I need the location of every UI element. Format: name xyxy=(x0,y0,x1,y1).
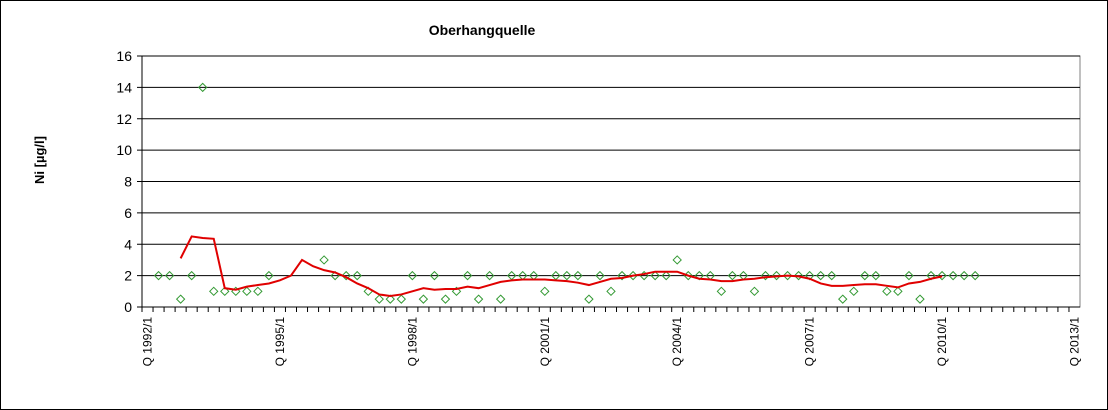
data-point xyxy=(882,286,892,297)
data-point xyxy=(815,270,826,281)
data-point xyxy=(562,270,572,281)
data-point xyxy=(264,270,274,281)
data-point xyxy=(617,270,627,281)
data-point xyxy=(484,270,495,281)
x-tick-label: Q 2004/1 xyxy=(670,317,684,367)
y-tick-label: 2 xyxy=(124,268,132,284)
data-point xyxy=(209,286,219,297)
data-point xyxy=(595,270,605,281)
data-point xyxy=(220,286,230,297)
data-point xyxy=(495,294,506,304)
x-tick-label: Q 2013/1 xyxy=(1067,317,1081,367)
trend-line xyxy=(179,235,943,298)
data-point xyxy=(782,270,793,281)
data-point xyxy=(650,270,660,281)
data-point xyxy=(672,255,682,265)
data-point xyxy=(948,270,958,281)
data-point xyxy=(893,286,903,297)
y-tick-label: 12 xyxy=(116,111,132,127)
data-point xyxy=(871,270,881,281)
chart-title: Oberhangquelle xyxy=(429,22,536,38)
data-point xyxy=(242,286,252,297)
data-point xyxy=(186,270,197,281)
data-point xyxy=(429,270,440,281)
data-point xyxy=(473,294,484,304)
data-point xyxy=(319,255,329,265)
x-tick-label: Q 1998/1 xyxy=(405,317,419,367)
data-point xyxy=(164,270,175,281)
data-point xyxy=(197,82,208,93)
data-point xyxy=(573,270,583,281)
x-tick-label: Q 2001/1 xyxy=(538,317,552,367)
data-point xyxy=(716,286,727,297)
data-point xyxy=(727,270,738,281)
y-tick-label: 0 xyxy=(124,299,132,315)
data-point xyxy=(860,270,870,281)
data-point xyxy=(606,286,616,297)
data-point xyxy=(661,270,671,281)
y-axis-label: Ni [µg/l] xyxy=(32,136,47,184)
data-point xyxy=(584,294,594,304)
data-point xyxy=(418,294,429,304)
x-tick-label: Q 1995/1 xyxy=(273,317,287,367)
data-point xyxy=(915,294,925,304)
data-point xyxy=(253,286,263,297)
data-point xyxy=(540,286,550,297)
data-point xyxy=(826,270,837,281)
data-point xyxy=(175,294,186,304)
y-tick-label: 16 xyxy=(116,48,132,64)
data-point xyxy=(440,294,451,304)
y-tick-label: 14 xyxy=(116,79,132,95)
data-point xyxy=(749,286,760,297)
data-point xyxy=(462,270,473,281)
x-tick-label: Q 1992/1 xyxy=(141,317,155,367)
data-point xyxy=(959,270,969,281)
x-tick-label: Q 2007/1 xyxy=(803,317,817,367)
y-tick-label: 8 xyxy=(124,174,132,190)
data-point xyxy=(937,270,947,281)
data-point xyxy=(771,270,782,281)
data-point xyxy=(153,270,164,281)
data-point xyxy=(451,286,462,297)
y-tick-label: 6 xyxy=(124,205,132,221)
data-point xyxy=(341,270,351,281)
data-point xyxy=(760,270,771,281)
data-point xyxy=(352,270,362,281)
x-tick-label: Q 2010/1 xyxy=(935,317,949,367)
data-point xyxy=(385,294,396,304)
data-point xyxy=(849,286,859,297)
data-point xyxy=(970,270,980,281)
data-point xyxy=(793,270,804,281)
data-point xyxy=(374,294,384,304)
data-point xyxy=(407,270,418,281)
data-point xyxy=(838,294,848,304)
y-tick-label: 4 xyxy=(124,236,132,252)
data-point xyxy=(904,270,914,281)
data-point xyxy=(396,294,407,304)
y-tick-label: 10 xyxy=(116,142,132,158)
